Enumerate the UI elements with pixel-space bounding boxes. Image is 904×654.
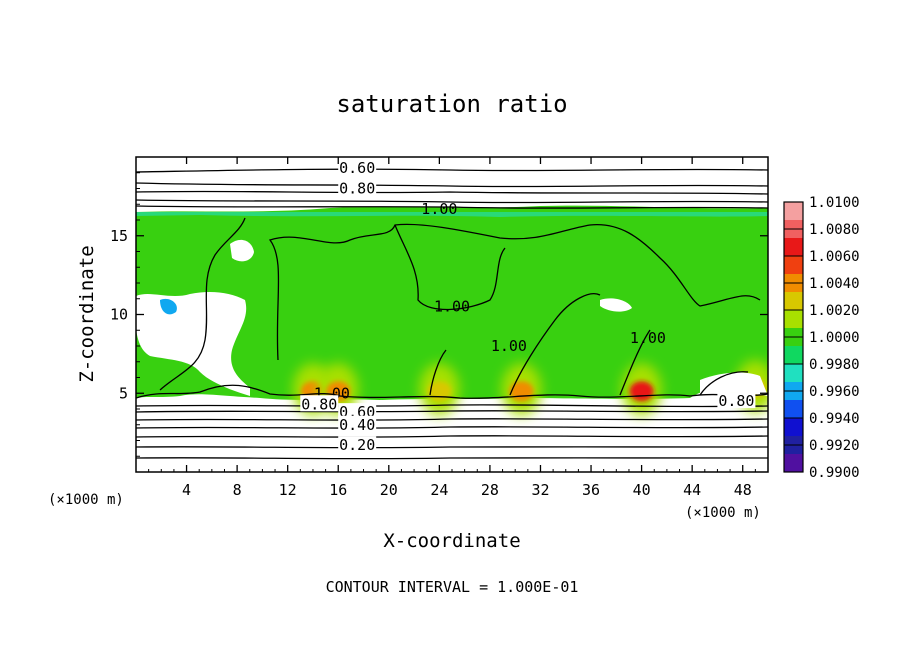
contour-label: 1.00	[434, 298, 470, 316]
svg-text:0.60: 0.60	[339, 159, 375, 177]
x-unit-left: (×1000 m)	[48, 492, 124, 508]
x-tick-label: 8	[233, 481, 242, 499]
y-tick-label: 10	[110, 306, 128, 324]
svg-text:1.00: 1.00	[491, 337, 527, 355]
x-tick-label: 44	[683, 481, 701, 499]
x-axis-label: X-coordinate	[383, 530, 520, 552]
x-tick-label: 16	[329, 481, 347, 499]
contour-label: 0.60	[338, 159, 377, 177]
high-saturation-spot	[621, 363, 662, 416]
x-tick-label: 12	[279, 481, 297, 499]
colorbar-swatch	[784, 202, 803, 221]
subsaturated-patches	[136, 212, 768, 396]
colorbar-label: 0.9960	[809, 384, 860, 400]
colorbar-label: 1.0080	[809, 222, 860, 238]
chart-title: saturation ratio	[336, 90, 567, 118]
colorbar-swatch	[784, 400, 803, 419]
colorbar-swatch	[784, 310, 803, 329]
x-tick-label: 36	[582, 481, 600, 499]
svg-text:0.80: 0.80	[718, 392, 754, 410]
colorbar-label: 0.9900	[809, 465, 860, 481]
svg-text:0.20: 0.20	[339, 436, 375, 454]
y-axis-label: Z-coordinate	[76, 245, 98, 382]
contour-label: 0.40	[338, 415, 377, 434]
contour-label: 0.20	[338, 436, 377, 454]
colorbar-label: 1.0020	[809, 303, 860, 319]
colorbar-label: 1.0100	[809, 195, 860, 211]
colorbar-swatch	[784, 364, 803, 383]
x-tick-label: 40	[633, 481, 651, 499]
colorbar-label: 0.9980	[809, 357, 860, 373]
colorbar-label: 1.0040	[809, 276, 860, 292]
contour-label: 0.80	[338, 179, 377, 198]
plot-area: 0.600.801.001.001.00 1.001.000.80 0.600.40…	[136, 157, 768, 472]
field-band	[136, 205, 768, 400]
x-tick-label: 32	[531, 481, 549, 499]
x-tick-label: 28	[481, 481, 499, 499]
colorbar-label: 0.9920	[809, 438, 860, 454]
colorbar-label: 1.0060	[809, 249, 860, 265]
colorbar-swatch	[784, 292, 803, 311]
contour-label: 1.00	[630, 329, 666, 347]
colorbar-swatch	[784, 256, 803, 275]
svg-text:0.80: 0.80	[301, 395, 337, 413]
contour-interval-footer: CONTOUR INTERVAL = 1.000E-01	[326, 578, 579, 596]
x-tick-label: 4	[182, 481, 191, 499]
y-tick-label: 15	[110, 227, 128, 245]
contour-lines	[136, 168, 768, 460]
y-tick-label: 5	[119, 384, 128, 402]
colorbar-swatch	[784, 238, 803, 257]
contour-label: 1.00	[491, 337, 527, 355]
colorbar-swatch	[784, 454, 803, 473]
colorbar-label: 1.0000	[809, 330, 860, 346]
svg-text:0.40: 0.40	[339, 416, 375, 434]
svg-text:1.00: 1.00	[630, 329, 666, 347]
colorbar-label: 0.9940	[809, 411, 860, 427]
svg-text:1.00: 1.00	[421, 200, 457, 218]
x-tick-label: 48	[734, 481, 752, 499]
x-tick-label: 24	[430, 481, 448, 499]
contour-label: 0.80	[717, 392, 756, 410]
colorbar-swatch	[784, 418, 803, 437]
colorbar: 1.0100 1.0080 1.0060 1.0040 1.0020 1.0000 0.99…	[783, 195, 860, 481]
contour-label: 0.80	[300, 395, 339, 413]
x-unit-right: (×1000 m)	[685, 505, 761, 521]
high-saturation-spot	[419, 363, 460, 416]
contour-label: 1.00	[421, 200, 457, 218]
svg-text:1.00: 1.00	[434, 298, 470, 316]
colorbar-swatch	[784, 346, 803, 365]
svg-text:0.80: 0.80	[339, 180, 375, 198]
x-tick-label: 20	[380, 481, 398, 499]
